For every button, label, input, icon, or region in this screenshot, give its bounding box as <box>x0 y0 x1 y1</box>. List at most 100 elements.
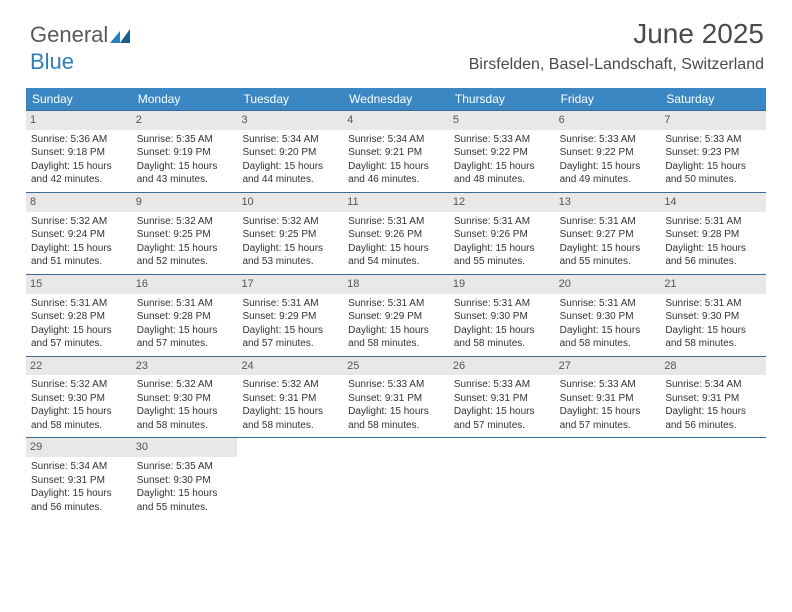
sunset-line: Sunset: 9:28 PM <box>31 310 127 324</box>
day-cell: 26Sunrise: 5:33 AMSunset: 9:31 PMDayligh… <box>449 357 555 438</box>
sunset-line: Sunset: 9:18 PM <box>31 146 127 160</box>
daylight-line: Daylight: 15 hours and 58 minutes. <box>242 405 338 432</box>
day-cell: 21 Sunrise: 5:31 AMSunset: 9:30 PMDayligh… <box>660 275 766 356</box>
sunset-line: Sunset: 9:31 PM <box>560 392 656 406</box>
daylight-line: Daylight: 15 hours and 49 minutes. <box>560 160 656 187</box>
daylight-line: Daylight: 15 hours and 46 minutes. <box>348 160 444 187</box>
sunset-line: Sunset: 9:30 PM <box>665 310 761 324</box>
day-cell: 16Sunrise: 5:31 AMSunset: 9:28 PMDayligh… <box>132 275 238 356</box>
day-number: 5 <box>449 111 555 130</box>
weekday-header: Saturday <box>660 88 766 110</box>
daylight-line: Daylight: 15 hours and 48 minutes. <box>454 160 550 187</box>
sunset-line: Sunset: 9:31 PM <box>31 474 127 488</box>
daylight-line: Daylight: 15 hours and 43 minutes. <box>137 160 233 187</box>
weekday-header: Sunday <box>26 88 132 110</box>
page-subtitle: Birsfelden, Basel-Landschaft, Switzerlan… <box>469 56 764 74</box>
sunset-line: Sunset: 9:31 PM <box>348 392 444 406</box>
day-number: 4 <box>343 111 449 130</box>
sunrise-line: Sunrise: 5:31 AM <box>348 215 444 229</box>
day-number: 27 <box>555 357 661 376</box>
day-cell: 17Sunrise: 5:31 AMSunset: 9:29 PMDayligh… <box>237 275 343 356</box>
day-number: 6 <box>555 111 661 130</box>
day-cell: 18Sunrise: 5:31 AMSunset: 9:29 PMDayligh… <box>343 275 449 356</box>
day-number: 19 <box>449 275 555 294</box>
sunrise-line: Sunrise: 5:31 AM <box>454 215 550 229</box>
sunset-line: Sunset: 9:21 PM <box>348 146 444 160</box>
daylight-line: Daylight: 15 hours and 44 minutes. <box>242 160 338 187</box>
logo: General Blue <box>30 22 130 75</box>
day-cell: 20Sunrise: 5:31 AMSunset: 9:30 PMDayligh… <box>555 275 661 356</box>
day-number: 1 <box>26 111 132 130</box>
daylight-line: Daylight: 15 hours and 58 minutes. <box>31 405 127 432</box>
day-cell: 14Sunrise: 5:31 AMSunset: 9:28 PMDayligh… <box>660 193 766 274</box>
sunrise-line: Sunrise: 5:31 AM <box>665 297 761 311</box>
daylight-line: Daylight: 15 hours and 53 minutes. <box>242 242 338 269</box>
sunrise-line: Sunrise: 5:32 AM <box>242 378 338 392</box>
daylight-line: Daylight: 15 hours and 57 minutes. <box>560 405 656 432</box>
daylight-line: Daylight: 15 hours and 57 minutes. <box>454 405 550 432</box>
day-cell: 5Sunrise: 5:33 AMSunset: 9:22 PMDaylight… <box>449 111 555 192</box>
day-cell: 7Sunrise: 5:33 AMSunset: 9:23 PMDaylight… <box>660 111 766 192</box>
day-cell: 3Sunrise: 5:34 AMSunset: 9:20 PMDaylight… <box>237 111 343 192</box>
day-number: 29 <box>26 438 132 457</box>
sunset-line: Sunset: 9:31 PM <box>454 392 550 406</box>
day-cell: 28Sunrise: 5:34 AMSunset: 9:31 PMDayligh… <box>660 357 766 438</box>
day-cell: 9Sunrise: 5:32 AMSunset: 9:25 PMDaylight… <box>132 193 238 274</box>
week-row: 29Sunrise: 5:34 AMSunset: 9:31 PMDayligh… <box>26 437 766 519</box>
sunset-line: Sunset: 9:31 PM <box>242 392 338 406</box>
day-cell: 4 Sunrise: 5:34 AMSunset: 9:21 PMDaylight… <box>343 111 449 192</box>
week-row: 15Sunrise: 5:31 AMSunset: 9:28 PMDayligh… <box>26 274 766 356</box>
day-cell: 6Sunrise: 5:33 AMSunset: 9:22 PMDaylight… <box>555 111 661 192</box>
day-number: 13 <box>555 193 661 212</box>
day-cell: 30Sunrise: 5:35 AMSunset: 9:30 PMDayligh… <box>132 438 238 519</box>
daylight-line: Daylight: 15 hours and 51 minutes. <box>31 242 127 269</box>
sunset-line: Sunset: 9:30 PM <box>560 310 656 324</box>
day-cell <box>343 438 449 519</box>
daylight-line: Daylight: 15 hours and 58 minutes. <box>665 324 761 351</box>
sunrise-line: Sunrise: 5:32 AM <box>31 378 127 392</box>
sunset-line: Sunset: 9:30 PM <box>137 474 233 488</box>
daylight-line: Daylight: 15 hours and 56 minutes. <box>665 405 761 432</box>
day-cell: 11Sunrise: 5:31 AMSunset: 9:26 PMDayligh… <box>343 193 449 274</box>
day-cell: 8Sunrise: 5:32 AMSunset: 9:24 PMDaylight… <box>26 193 132 274</box>
daylight-line: Daylight: 15 hours and 50 minutes. <box>665 160 761 187</box>
day-number: 28 <box>660 357 766 376</box>
daylight-line: Daylight: 15 hours and 57 minutes. <box>242 324 338 351</box>
day-number: 24 <box>237 357 343 376</box>
day-cell: 23Sunrise: 5:32 AMSunset: 9:30 PMDayligh… <box>132 357 238 438</box>
daylight-line: Daylight: 15 hours and 58 minutes. <box>137 405 233 432</box>
sunset-line: Sunset: 9:25 PM <box>242 228 338 242</box>
sunrise-line: Sunrise: 5:35 AM <box>137 460 233 474</box>
sunrise-line: Sunrise: 5:34 AM <box>348 133 444 147</box>
daylight-line: Daylight: 15 hours and 52 minutes. <box>137 242 233 269</box>
day-cell: 10Sunrise: 5:32 AMSunset: 9:25 PMDayligh… <box>237 193 343 274</box>
page-title: June 2025 <box>633 18 764 50</box>
day-cell: 1Sunrise: 5:36 AMSunset: 9:18 PMDaylight… <box>26 111 132 192</box>
sunrise-line: Sunrise: 5:31 AM <box>137 297 233 311</box>
weekday-header: Friday <box>555 88 661 110</box>
week-row: 1Sunrise: 5:36 AMSunset: 9:18 PMDaylight… <box>26 110 766 192</box>
sunset-line: Sunset: 9:25 PM <box>137 228 233 242</box>
sunrise-line: Sunrise: 5:33 AM <box>560 133 656 147</box>
sunrise-line: Sunrise: 5:31 AM <box>454 297 550 311</box>
daylight-line: Daylight: 15 hours and 55 minutes. <box>454 242 550 269</box>
weekday-header: Monday <box>132 88 238 110</box>
sunset-line: Sunset: 9:28 PM <box>665 228 761 242</box>
sunrise-line: Sunrise: 5:33 AM <box>348 378 444 392</box>
day-number: 12 <box>449 193 555 212</box>
sunrise-line: Sunrise: 5:32 AM <box>137 215 233 229</box>
sunrise-line: Sunrise: 5:35 AM <box>137 133 233 147</box>
daylight-line: Daylight: 15 hours and 55 minutes. <box>137 487 233 514</box>
daylight-line: Daylight: 15 hours and 57 minutes. <box>137 324 233 351</box>
daylight-line: Daylight: 15 hours and 55 minutes. <box>560 242 656 269</box>
weekday-header: Wednesday <box>343 88 449 110</box>
day-number: 10 <box>237 193 343 212</box>
daylight-line: Daylight: 15 hours and 58 minutes. <box>348 405 444 432</box>
day-cell: 19Sunrise: 5:31 AMSunset: 9:30 PMDayligh… <box>449 275 555 356</box>
weekday-header-row: SundayMondayTuesdayWednesdayThursdayFrid… <box>26 88 766 110</box>
logo-text-gray: General <box>30 22 108 47</box>
sunrise-line: Sunrise: 5:31 AM <box>560 297 656 311</box>
day-number: 23 <box>132 357 238 376</box>
day-number: 21 <box>660 275 766 294</box>
calendar-table: SundayMondayTuesdayWednesdayThursdayFrid… <box>26 88 766 519</box>
